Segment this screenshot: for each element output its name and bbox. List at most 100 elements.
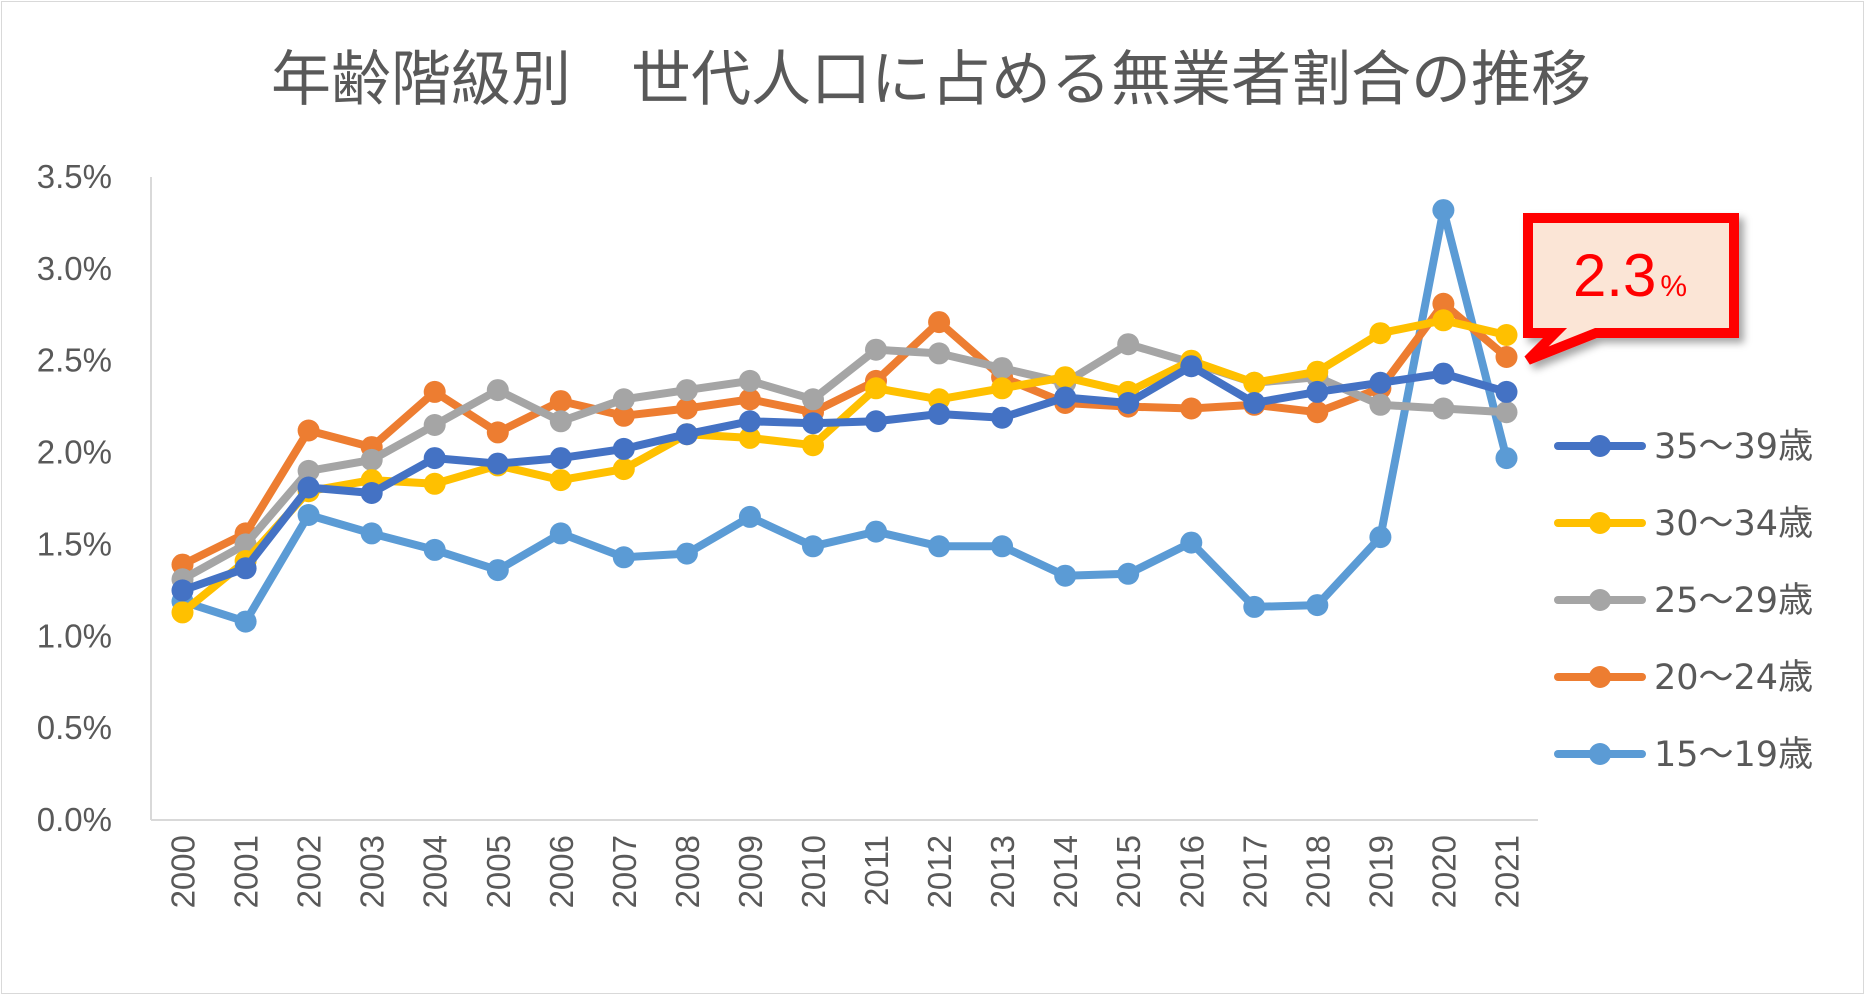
data-point — [738, 388, 761, 411]
series-line — [178, 299, 1511, 569]
x-tick-label: 2003 — [354, 835, 391, 908]
data-point — [1243, 392, 1266, 414]
data-point — [360, 522, 383, 545]
x-tick-label: 2000 — [165, 835, 202, 908]
data-point — [802, 535, 824, 558]
legend-item: 20～24歳 — [1554, 658, 1813, 698]
legend-item: 25～29歳 — [1554, 581, 1813, 621]
data-point — [675, 397, 698, 420]
data-point — [1369, 371, 1392, 394]
data-point — [1117, 562, 1140, 585]
data-point — [1117, 392, 1140, 414]
data-point — [612, 388, 635, 411]
data-point — [1054, 386, 1077, 409]
data-point — [802, 412, 824, 435]
data-point — [1054, 564, 1077, 587]
x-tick-label: 2005 — [480, 835, 517, 908]
data-point — [297, 476, 320, 499]
data-point — [1495, 324, 1518, 346]
data-point — [1306, 401, 1329, 424]
data-point — [1369, 393, 1392, 416]
series-layer — [171, 199, 1518, 633]
data-point — [423, 472, 446, 495]
data-point — [1306, 360, 1329, 383]
data-point — [1117, 333, 1140, 356]
legend-item: 35～39歳 — [1554, 427, 1813, 467]
data-point — [549, 522, 572, 545]
series-line — [178, 362, 1511, 595]
x-tick-label: 2001 — [228, 835, 265, 908]
data-point — [360, 448, 383, 471]
data-point — [423, 380, 446, 403]
y-tick-label: 2.0% — [37, 434, 112, 471]
data-point — [991, 406, 1014, 429]
data-point — [1306, 380, 1329, 403]
data-point — [549, 447, 572, 470]
data-point — [1180, 531, 1203, 554]
data-point — [1369, 322, 1392, 345]
x-tick-label: 2018 — [1299, 835, 1336, 908]
data-point — [865, 410, 887, 433]
series-line — [178, 206, 1511, 626]
y-tick-label: 0.5% — [37, 709, 112, 746]
data-point — [1495, 346, 1518, 368]
series-35～39歳 — [171, 355, 1518, 602]
x-tick-label: 2004 — [417, 835, 454, 908]
data-point — [865, 338, 887, 361]
data-point — [675, 423, 698, 446]
y-tick-label: 2.5% — [37, 342, 112, 379]
data-point — [865, 520, 887, 543]
data-point — [234, 610, 257, 633]
data-point — [1180, 355, 1203, 378]
data-point — [991, 357, 1014, 380]
data-point — [486, 452, 509, 475]
data-point — [675, 379, 698, 402]
data-point — [928, 342, 951, 365]
x-tick-label: 2017 — [1236, 835, 1273, 908]
x-tick-label: 2013 — [984, 835, 1021, 908]
data-point — [612, 458, 635, 481]
legend: 35～39歳 30～34歳 25～29歳 20～24歳 15～19歳 — [1554, 427, 1813, 775]
callout-value: 2.3 — [1573, 242, 1656, 309]
data-point — [1432, 397, 1455, 420]
data-point — [1306, 594, 1329, 617]
data-point — [802, 434, 824, 457]
callout-box — [1523, 213, 1739, 365]
data-point — [738, 410, 761, 433]
data-point — [612, 437, 635, 460]
x-tick-label: 2021 — [1488, 835, 1525, 908]
data-point — [171, 579, 194, 602]
data-point — [1432, 362, 1455, 385]
data-point — [423, 447, 446, 470]
legend-swatch-marker — [1589, 589, 1611, 611]
data-point — [1495, 380, 1518, 403]
legend-label: 35～39歳 — [1654, 427, 1813, 467]
x-tick-label: 2019 — [1362, 835, 1399, 908]
data-point — [928, 311, 951, 334]
data-point — [297, 419, 320, 442]
x-tick-label: 2012 — [921, 835, 958, 908]
data-point — [1432, 292, 1455, 315]
data-point — [234, 557, 257, 580]
data-point — [738, 505, 761, 528]
series-15～19歳 — [171, 199, 1518, 633]
data-point — [1180, 397, 1203, 420]
data-point — [1495, 447, 1518, 470]
data-point — [1432, 199, 1455, 222]
data-point — [486, 559, 509, 582]
legend-label: 20～24歳 — [1654, 658, 1813, 698]
data-point — [675, 542, 698, 565]
data-point — [549, 410, 572, 433]
data-point — [1243, 595, 1266, 618]
data-point — [549, 390, 572, 413]
data-point — [928, 403, 951, 425]
x-tick-label: 2016 — [1173, 835, 1210, 908]
data-point — [1495, 401, 1518, 424]
data-point — [1369, 526, 1392, 549]
data-point — [1054, 366, 1077, 389]
data-point — [612, 546, 635, 569]
data-point — [738, 426, 761, 449]
y-tick-label: 1.5% — [37, 525, 112, 562]
data-point — [991, 377, 1014, 400]
